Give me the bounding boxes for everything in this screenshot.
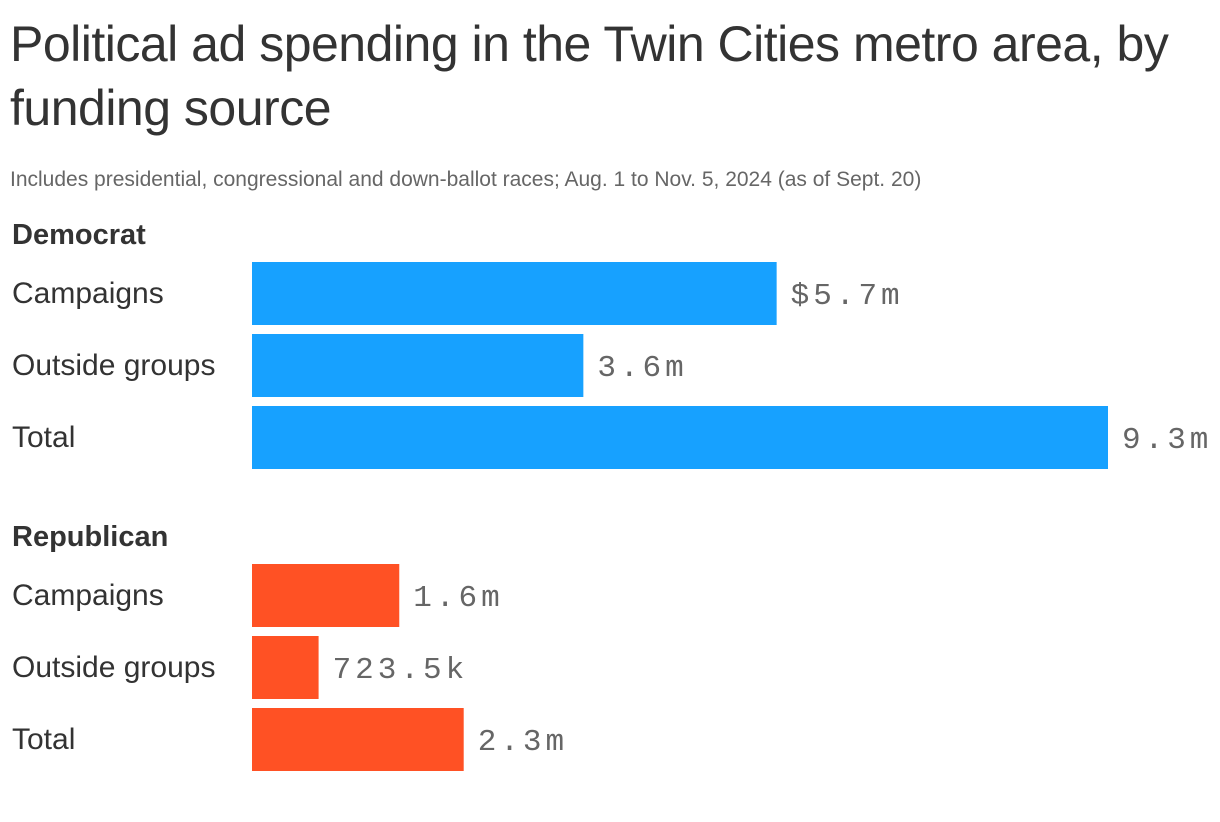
value-label-republican-total: 2.3m [478,725,568,760]
bar-republican-outside-groups [252,636,319,699]
chart-subtitle: Includes presidential, congressional and… [10,168,922,191]
bar-democrat-total [252,406,1108,469]
value-label-republican-outside-groups: 723.5k [333,653,469,688]
row-label-democrat-outside-groups: Outside groups [12,349,215,382]
value-label-democrat-outside-groups: 3.6m [597,351,687,386]
row-label-republican-campaigns: Campaigns [12,579,164,612]
row-label-republican-outside-groups: Outside groups [12,651,215,684]
group-label-democrat: Democrat [12,219,146,251]
value-label-democrat-campaigns: $5.7m [791,279,904,314]
row-label-democrat-campaigns: Campaigns [12,277,164,310]
row-label-republican-total: Total [12,723,75,756]
value-label-republican-campaigns: 1.6m [413,581,503,616]
group-label-republican: Republican [12,521,168,553]
bar-republican-campaigns [252,564,400,627]
chart-title: Political ad spending in the Twin Cities… [10,16,1169,136]
bar-democrat-campaigns [252,262,777,325]
value-label-democrat-total: 9.3m [1122,423,1212,458]
bar-democrat-outside-groups [252,334,584,397]
row-label-democrat-total: Total [12,421,75,454]
bar-republican-total [252,708,464,771]
